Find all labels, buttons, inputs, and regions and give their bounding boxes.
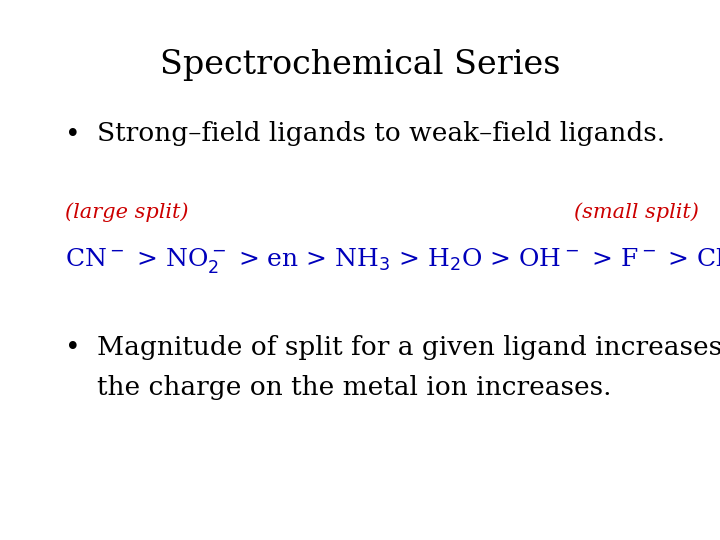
Text: •: • — [65, 122, 81, 146]
Text: Spectrochemical Series: Spectrochemical Series — [160, 49, 560, 80]
Text: the charge on the metal ion increases.: the charge on the metal ion increases. — [97, 375, 612, 400]
Text: Magnitude of split for a given ligand increases as: Magnitude of split for a given ligand in… — [97, 335, 720, 360]
Text: Strong–field ligands to weak–field ligands.: Strong–field ligands to weak–field ligan… — [97, 122, 665, 146]
Text: (large split): (large split) — [65, 202, 189, 222]
Text: CN$^-$ > NO$_2^-$ > en > NH$_3$ > H$_2$O > OH$^-$ > F$^-$ > Cl$^-$ > Br$^-$ > I$: CN$^-$ > NO$_2^-$ > en > NH$_3$ > H$_2$O… — [65, 246, 720, 275]
Text: •: • — [65, 335, 81, 360]
Text: (small split): (small split) — [574, 202, 698, 222]
